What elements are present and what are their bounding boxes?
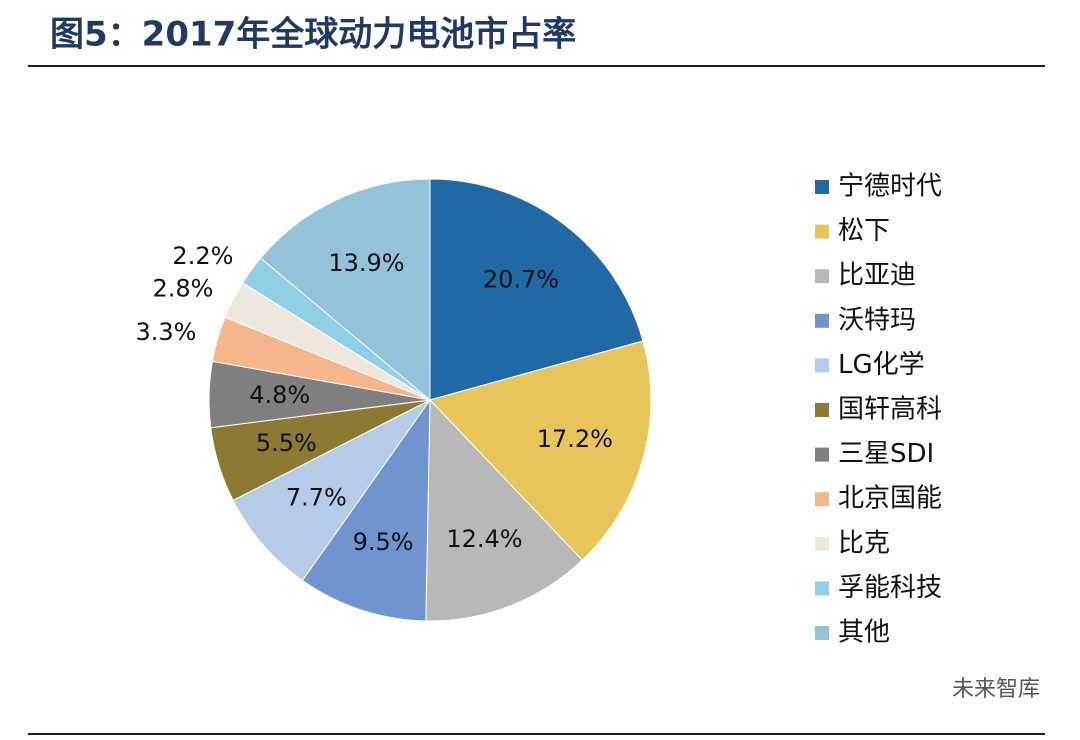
pie-slice [429,178,644,401]
legend-swatch [815,224,829,239]
legend-swatch [815,180,829,194]
legend-label: 其他 [838,618,890,648]
legend-swatch [815,403,829,417]
data-label: 4.8% [249,381,310,409]
legend-label: 国轩高科 [838,395,942,425]
chart-title: 图5：2017年全球动力电池市占率 [50,15,576,55]
legend-swatch [815,358,829,373]
watermark: 未来智库 [952,677,1040,702]
legend-swatch [815,447,829,462]
data-label: 20.7% [483,265,559,293]
legend-label: 松下 [838,216,890,246]
legend-label: 比亚迪 [838,261,916,291]
data-label: 3.3% [135,318,196,346]
data-label: 12.4% [446,525,522,553]
legend-label: LG化学 [838,350,925,380]
data-label: 13.9% [328,249,404,277]
legend-swatch [815,536,829,551]
data-label: 5.5% [256,429,317,457]
legend-label: 宁德时代 [838,172,942,202]
legend-label: 三星SDI [838,439,934,469]
legend-swatch [815,492,829,507]
pie-slice [232,399,431,582]
legend-swatch [815,626,829,640]
data-label: 2.8% [153,275,214,303]
pie-slice [429,340,652,561]
pie-slice [425,398,584,622]
data-label: 9.5% [353,528,414,556]
legend-label: 北京国能 [838,484,942,514]
legend-label: 比克 [838,528,890,558]
legend-swatch [815,313,829,328]
legend-swatch [815,581,829,596]
pie-slice [301,398,431,622]
data-label: 2.2% [172,242,233,270]
data-label: 17.2% [537,425,613,453]
pie-slice [259,178,431,402]
legend-label: 孚能科技 [838,573,942,603]
data-label: 7.7% [286,483,347,511]
legend-label: 沃特玛 [838,305,916,335]
legend-swatch [815,269,829,284]
